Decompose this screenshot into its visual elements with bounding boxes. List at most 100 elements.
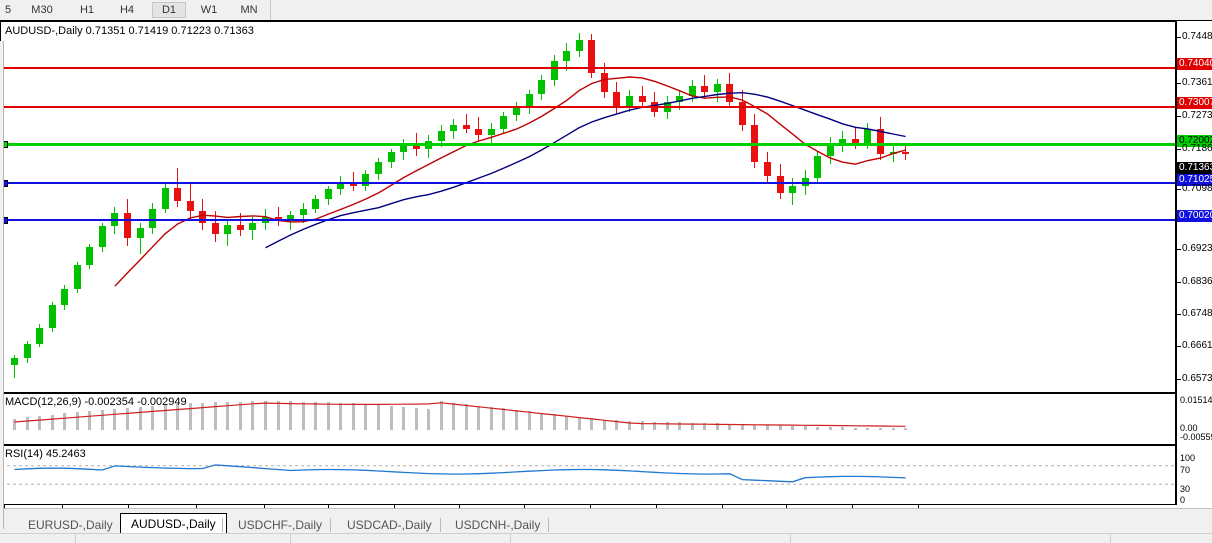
macd-bar — [264, 401, 267, 430]
macd-bar — [489, 406, 493, 430]
candle-body — [738, 101, 746, 126]
date-tick — [196, 505, 197, 508]
macd-bar — [376, 404, 380, 430]
macd-pane[interactable]: MACD(12,26,9) -0.002354 -0.002949 — [0, 393, 1176, 445]
axis-tick — [1177, 37, 1181, 38]
chart-tab-usdcnh[interactable]: USDCNH-,Daily — [455, 518, 541, 532]
candle-wick — [239, 212, 241, 237]
candle-body — [199, 210, 207, 223]
axis-tick — [1177, 83, 1181, 84]
candle-body — [550, 60, 558, 81]
rsi-axis-label-70: 70 — [1180, 465, 1191, 475]
macd-bar — [590, 418, 594, 430]
timeframe-mn-button[interactable]: MN — [240, 4, 258, 16]
rsi-pane[interactable]: RSI(14) 45.2463 — [0, 445, 1176, 505]
date-tick — [524, 505, 525, 508]
candle-wick — [704, 74, 706, 98]
candle-body — [86, 247, 94, 266]
candle-body — [236, 224, 244, 231]
candle-body — [224, 224, 232, 235]
candle-wick — [177, 168, 179, 207]
timeframe-h4-button[interactable]: H4 — [119, 4, 135, 16]
axis-tick — [1177, 314, 1181, 315]
macd-bar — [803, 426, 807, 430]
candle-body — [575, 39, 583, 52]
status-divider — [75, 534, 76, 543]
chart-area: AUDUSD-,Daily 0.71351 0.71419 0.71223 0.… — [0, 20, 1212, 529]
axis-tick — [1177, 116, 1181, 117]
date-tick — [656, 505, 657, 508]
rsi-axis-label-0: 0 — [1180, 495, 1186, 505]
macd-bar — [715, 423, 719, 430]
candle-body — [864, 129, 872, 143]
candle-body — [450, 125, 458, 132]
chart-left-scrollbar[interactable] — [0, 41, 4, 529]
macd-bar — [402, 406, 406, 430]
timeframe-h1-button[interactable]: H1 — [79, 4, 95, 16]
macd-bar — [314, 401, 318, 430]
price-label-0.70985: 0.70985 — [1182, 183, 1212, 194]
macd-bar — [38, 416, 42, 430]
chart-tab-usdcad[interactable]: USDCAD-,Daily — [347, 518, 432, 532]
timeframe-d1-button[interactable]: D1 — [152, 2, 186, 18]
moving-average-overlay — [114, 76, 906, 287]
timeframe-m30-button[interactable]: M30 — [31, 4, 53, 16]
candle-wick — [139, 222, 141, 254]
macd-bar — [878, 428, 882, 430]
candle-body — [764, 162, 771, 176]
timeframe-w1-button[interactable]: W1 — [200, 4, 218, 16]
candle-body — [161, 187, 169, 209]
macd-bar — [439, 401, 443, 430]
macd-bar — [891, 428, 895, 430]
candle-body — [400, 144, 408, 153]
macd-bar — [866, 428, 870, 430]
price-label-0.65735: 0.65735 — [1182, 373, 1212, 384]
macd-bar — [100, 409, 104, 430]
candle-body — [11, 358, 18, 365]
macd-bar — [163, 404, 167, 430]
candle-body — [513, 107, 520, 116]
macd-bar — [188, 403, 192, 430]
macd-info-label: MACD(12,26,9) -0.002354 -0.002949 — [5, 396, 187, 408]
macd-bar — [25, 417, 29, 430]
candle-body — [563, 51, 571, 61]
candle-body — [249, 222, 257, 231]
macd-bar — [627, 420, 631, 430]
status-divider — [510, 534, 511, 543]
macd-bar — [778, 425, 782, 430]
symbol-info-label: AUDUSD-,Daily 0.71351 0.71419 0.71223 0.… — [5, 25, 254, 37]
macd-bar — [138, 406, 142, 430]
macd-bar — [289, 401, 293, 430]
macd-bar — [477, 405, 481, 430]
candle-body — [538, 80, 546, 95]
tab-divider — [222, 518, 223, 532]
macd-bar — [640, 421, 644, 430]
macd-bar — [552, 414, 556, 430]
date-tick — [328, 505, 329, 508]
macd-bar — [753, 424, 757, 430]
level-line-support-2[interactable] — [1, 219, 1175, 221]
candle-body — [362, 173, 370, 186]
candle-wick — [14, 354, 15, 379]
macd-bar — [251, 401, 255, 430]
candle-body — [312, 199, 320, 209]
timeframe-5-button[interactable]: 5 — [4, 4, 12, 16]
candle-wick — [189, 183, 191, 219]
price-label-0.67485: 0.67485 — [1182, 308, 1212, 319]
candle-body — [676, 96, 684, 102]
status-divider — [790, 534, 791, 543]
macd-bar — [816, 426, 820, 430]
candle-body — [801, 177, 809, 186]
level-line-resistance-1[interactable] — [1, 106, 1175, 108]
price-pane[interactable]: AUDUSD-,Daily 0.71351 0.71419 0.71223 0.… — [0, 21, 1176, 393]
chart-tab-usdchf[interactable]: USDCHF-,Daily — [238, 518, 322, 532]
candle-body — [136, 228, 144, 239]
level-line-support-1[interactable] — [1, 182, 1175, 184]
level-line-pivot[interactable] — [1, 143, 1175, 146]
level-line-resistance-2[interactable] — [1, 67, 1175, 69]
candle-body — [324, 189, 332, 200]
chart-tab-eurusd[interactable]: EURUSD-,Daily — [28, 518, 113, 532]
candle-body — [36, 327, 44, 345]
